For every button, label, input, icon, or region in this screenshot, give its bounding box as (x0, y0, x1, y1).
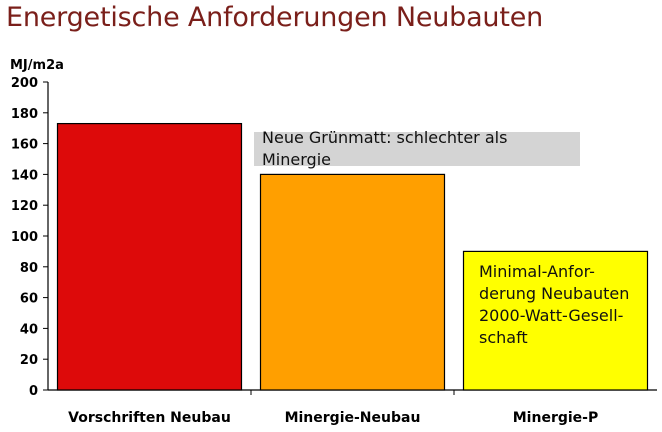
y-tick-label: 100 (11, 230, 38, 245)
y-tick-label: 40 (20, 322, 38, 337)
chart-title: Energetische Anforderungen Neubauten (6, 2, 544, 33)
y-tick-label: 20 (20, 353, 38, 368)
x-tick-label: Minergie-Neubau (285, 410, 421, 426)
y-tick-label: 60 (20, 292, 38, 307)
y-tick-label: 200 (11, 76, 38, 91)
annotation-2000-watt: Minimal-Anfor- derung Neubauten 2000-Wat… (479, 262, 630, 347)
y-axis-unit-label: MJ/m2a (10, 58, 64, 73)
y-tick-label: 0 (29, 384, 38, 399)
y-tick-label: 180 (11, 107, 38, 122)
y-tick-label: 160 (11, 138, 38, 153)
bar-minergie-p (462, 250, 649, 391)
bar-vorschriften-neubau (56, 122, 243, 391)
bar-minergie-neubau (259, 173, 446, 391)
y-tick-label: 140 (11, 168, 38, 183)
y-tick-label: 80 (20, 261, 38, 276)
annotation-gruenmatt: Neue Grünmatt: schlechter als Minergie (254, 128, 580, 169)
x-tick-label: Minergie-P (513, 410, 598, 426)
y-tick-label: 120 (11, 199, 38, 214)
x-tick-label: Vorschriften Neubau (68, 410, 231, 426)
